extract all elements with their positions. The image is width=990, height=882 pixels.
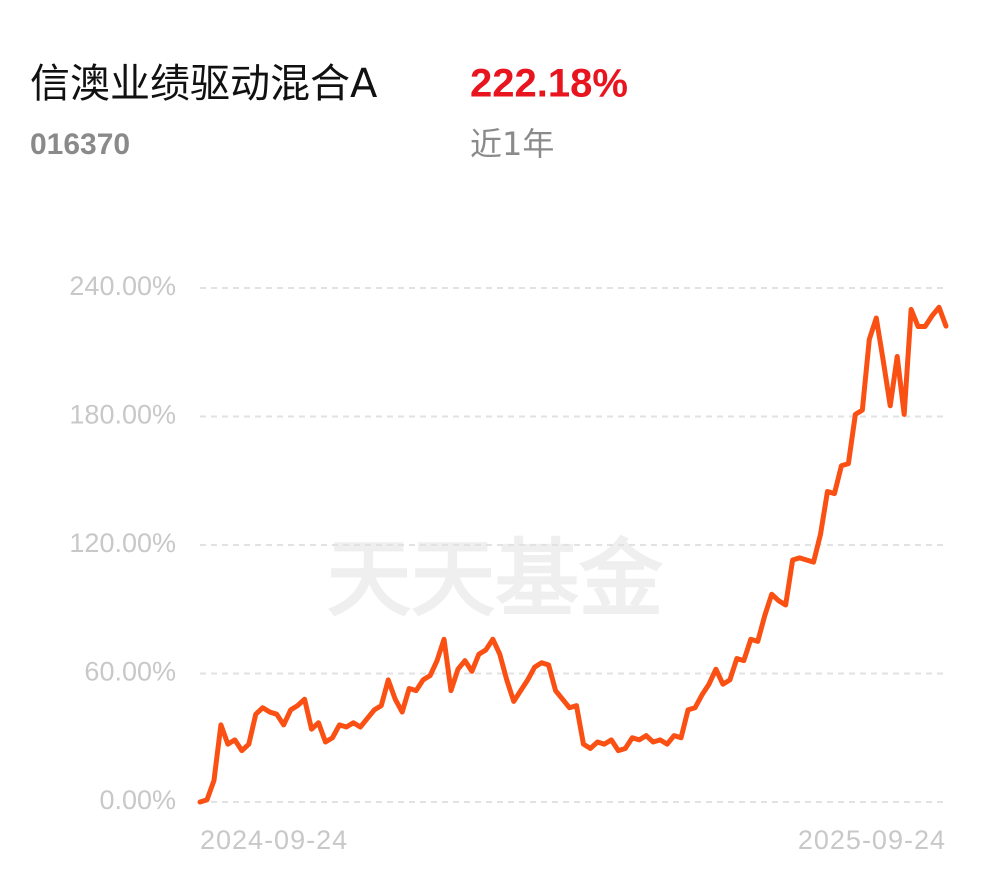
y-tick-label: 60.00% (84, 657, 176, 687)
x-tick-label: 2024-09-24 (200, 825, 348, 855)
y-tick-label: 0.00% (99, 785, 176, 815)
watermark: 天天基金 (327, 530, 664, 628)
period-label: 近1年 (470, 125, 554, 163)
plot-area: 0.00% 60.00% 120.00% 180.00% 240.00% 2024-09-… (69, 271, 949, 855)
fund-code: 016370 (30, 128, 130, 161)
nav-line (197, 304, 949, 805)
fund-return: 222.18% (470, 62, 628, 106)
y-tick-label: 180.00% (69, 400, 176, 430)
fund-title: 信澳业绩驱动混合A (30, 61, 378, 107)
y-tick-label: 120.00% (69, 528, 176, 558)
x-tick-label: 2025-09-24 (798, 825, 946, 855)
y-tick-label: 240.00% (69, 271, 176, 301)
